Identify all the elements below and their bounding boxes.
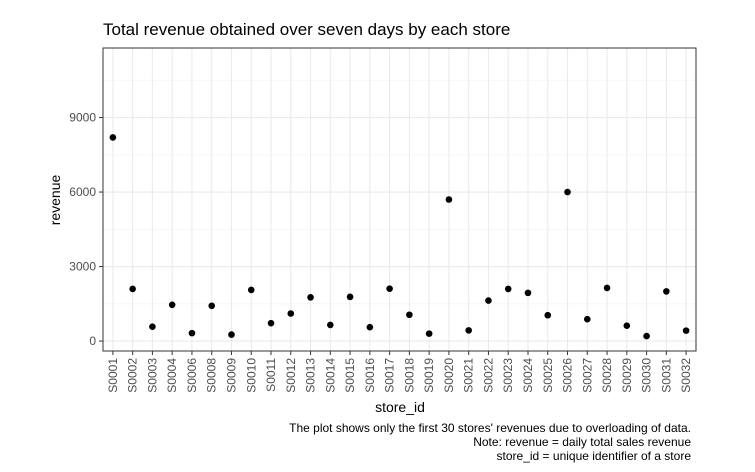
data-point-S0026	[564, 188, 571, 196]
data-point-S0028	[603, 284, 611, 292]
x-axis-ticks: S0001 S0002 S0003 S0004 S0006 S0008 S0009 S0010…	[106, 351, 693, 393]
x-tick-label: S0008	[205, 358, 219, 393]
x-tick-label: S0014	[323, 358, 337, 393]
grid-minor-lines	[103, 79, 696, 305]
x-tick-label: S0027	[580, 358, 594, 393]
data-point-S0027	[583, 315, 591, 323]
y-axis-label: revenue	[47, 174, 63, 225]
data-point-S0022	[485, 297, 492, 304]
caption-line-3: store_id = unique identifier of a store	[497, 449, 692, 463]
data-point-S0009	[228, 331, 235, 338]
x-tick-label: S0022	[481, 358, 495, 393]
data-points	[109, 134, 690, 340]
data-point-S0024	[524, 289, 532, 297]
x-tick-label: S0012	[284, 358, 298, 393]
x-tick-label: S0030	[640, 358, 654, 393]
data-point-S0030	[643, 332, 650, 340]
caption-line-2: Note: revenue = daily total sales revenu…	[473, 435, 691, 449]
y-tick-label: 9000	[69, 111, 96, 125]
data-point-S0001	[109, 134, 117, 141]
x-tick-label: S0006	[185, 358, 199, 393]
x-tick-label: S0011	[264, 358, 278, 392]
data-point-S0012	[287, 310, 295, 317]
x-axis-label: store_id	[375, 399, 425, 415]
x-tick-label: S0001	[106, 358, 120, 393]
data-point-S0031	[663, 288, 670, 295]
data-point-S0006	[188, 329, 196, 337]
data-point-S0018	[406, 311, 413, 319]
x-tick-label: S0009	[224, 358, 238, 393]
x-tick-label: S0018	[402, 358, 416, 393]
data-point-S0011	[267, 319, 275, 327]
y-tick-label: 3000	[69, 260, 96, 274]
data-point-S0008	[208, 302, 216, 310]
data-point-S0025	[544, 311, 552, 319]
x-tick-label: S0016	[363, 358, 377, 393]
x-tick-label: S0013	[304, 358, 318, 393]
caption-line-1: The plot shows only the first 30 stores'…	[289, 421, 691, 435]
x-tick-label: S0004	[165, 358, 179, 393]
x-tick-label: S0002	[126, 358, 140, 393]
data-point-S0017	[386, 285, 393, 292]
x-tick-label: S0024	[521, 358, 535, 393]
y-tick-label: 6000	[69, 185, 96, 199]
x-tick-label: S0028	[600, 358, 614, 393]
data-point-S0002	[129, 285, 136, 293]
x-tick-label: S0032	[679, 358, 693, 393]
x-tick-label: S0025	[541, 358, 555, 393]
x-tick-label: S0029	[620, 358, 634, 393]
y-tick-label: 0	[89, 334, 96, 348]
data-point-S0023	[504, 285, 512, 293]
x-tick-label: S0017	[383, 358, 397, 393]
x-tick-label: S0023	[501, 358, 515, 393]
data-point-S0029	[623, 322, 631, 329]
data-point-S0010	[247, 286, 255, 294]
data-point-S0003	[149, 323, 156, 330]
x-tick-label: S0031	[659, 358, 673, 393]
chart-title: Total revenue obtained over seven days b…	[103, 20, 510, 39]
panel-border	[102, 47, 697, 352]
grid-major-lines	[103, 48, 696, 351]
data-point-S0021	[465, 327, 472, 334]
x-tick-label: S0020	[442, 358, 456, 393]
data-point-S0014	[327, 321, 334, 329]
data-point-S0004	[168, 301, 176, 309]
y-axis-ticks: 0 3000 6000 9000	[69, 111, 103, 348]
x-tick-label: S0003	[145, 358, 159, 393]
x-tick-label: S0021	[462, 358, 476, 393]
x-tick-label: S0015	[343, 358, 357, 393]
data-point-S0032	[682, 327, 690, 334]
data-point-S0013	[307, 294, 314, 301]
data-point-S0015	[346, 293, 354, 301]
x-tick-label: S0010	[244, 358, 258, 393]
data-point-S0016	[366, 323, 374, 331]
data-point-S0020	[445, 196, 453, 203]
x-tick-label: S0026	[561, 358, 575, 393]
x-tick-label: S0019	[422, 358, 436, 393]
data-point-S0019	[425, 330, 433, 337]
